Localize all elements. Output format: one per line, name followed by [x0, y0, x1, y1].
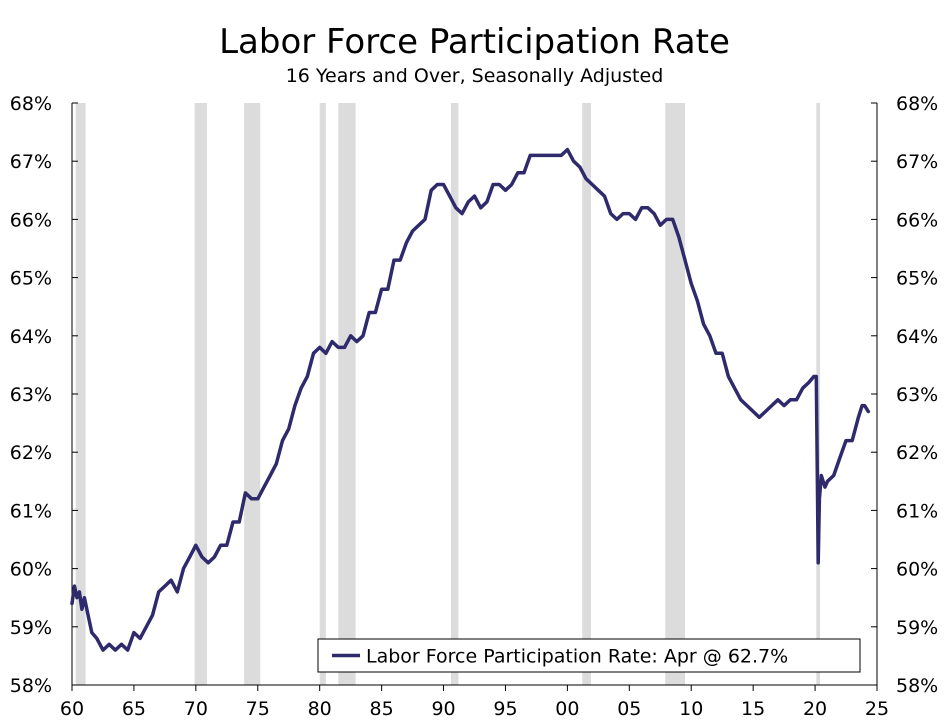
y-tick-label-right: 58%	[896, 675, 938, 697]
x-tick-label: 20	[803, 698, 827, 720]
recession-band	[194, 103, 207, 685]
recession-band	[319, 103, 326, 685]
y-tick-label-left: 68%	[10, 93, 52, 115]
x-tick-label: 60	[60, 698, 84, 720]
x-tick-label: 65	[122, 698, 146, 720]
legend-box	[317, 638, 861, 673]
x-tick-label: 25	[865, 698, 889, 720]
series-layer	[70, 147, 871, 652]
x-tick-label: 75	[246, 698, 270, 720]
legend: Labor Force Participation Rate: Apr @ 62…	[317, 638, 861, 673]
y-tick-label-left: 63%	[10, 384, 52, 406]
chart-subtitle: 16 Years and Over, Seasonally Adjusted	[285, 65, 664, 87]
x-tick-label: 70	[184, 698, 208, 720]
y-tick-label-left: 59%	[10, 617, 52, 639]
y-tick-label-right: 60%	[896, 559, 938, 581]
x-tick-label: 10	[679, 698, 703, 720]
x-tick-label: 00	[555, 698, 579, 720]
y-tick-label-right: 66%	[896, 209, 938, 231]
y-tick-label-right: 65%	[896, 268, 938, 290]
y-tick-label-left: 58%	[10, 675, 52, 697]
recession-band	[244, 103, 261, 685]
chart-title: Labor Force Participation Rate	[219, 22, 730, 62]
y-tick-label-left: 64%	[10, 326, 52, 348]
y-tick-label-left: 61%	[10, 500, 52, 522]
x-tick-label: 15	[741, 698, 765, 720]
y-tick-label-left: 66%	[10, 209, 52, 231]
y-tick-label-right: 59%	[896, 617, 938, 639]
x-tick-label: 80	[308, 698, 332, 720]
recession-band	[450, 103, 459, 685]
legend-label: Labor Force Participation Rate: Apr @ 62…	[366, 646, 788, 668]
tick-labels: 58% 58% 59% 59% 60% 60% 61% 61% 62% 62% 63% 63% 64% 6…	[10, 93, 938, 720]
x-tick-label: 95	[493, 698, 517, 720]
recession-band	[75, 103, 86, 685]
recession-band	[665, 103, 686, 685]
y-tick-label-left: 62%	[10, 442, 52, 464]
y-tick-label-right: 63%	[896, 384, 938, 406]
y-tick-label-left: 67%	[10, 151, 52, 173]
y-tick-label-left: 60%	[10, 559, 52, 581]
y-tick-label-right: 62%	[896, 442, 938, 464]
x-tick-label: 05	[617, 698, 641, 720]
recession-band	[338, 103, 356, 685]
y-tick-label-right: 61%	[896, 500, 938, 522]
y-tick-label-right: 64%	[896, 326, 938, 348]
x-tick-label: 85	[370, 698, 394, 720]
recession-band	[582, 103, 591, 685]
series-line	[70, 147, 871, 652]
x-tick-label: 90	[431, 698, 455, 720]
y-tick-label-left: 65%	[10, 268, 52, 290]
y-tick-label-right: 67%	[896, 151, 938, 173]
y-tick-label-right: 68%	[896, 93, 938, 115]
chart-axes	[71, 103, 878, 686]
